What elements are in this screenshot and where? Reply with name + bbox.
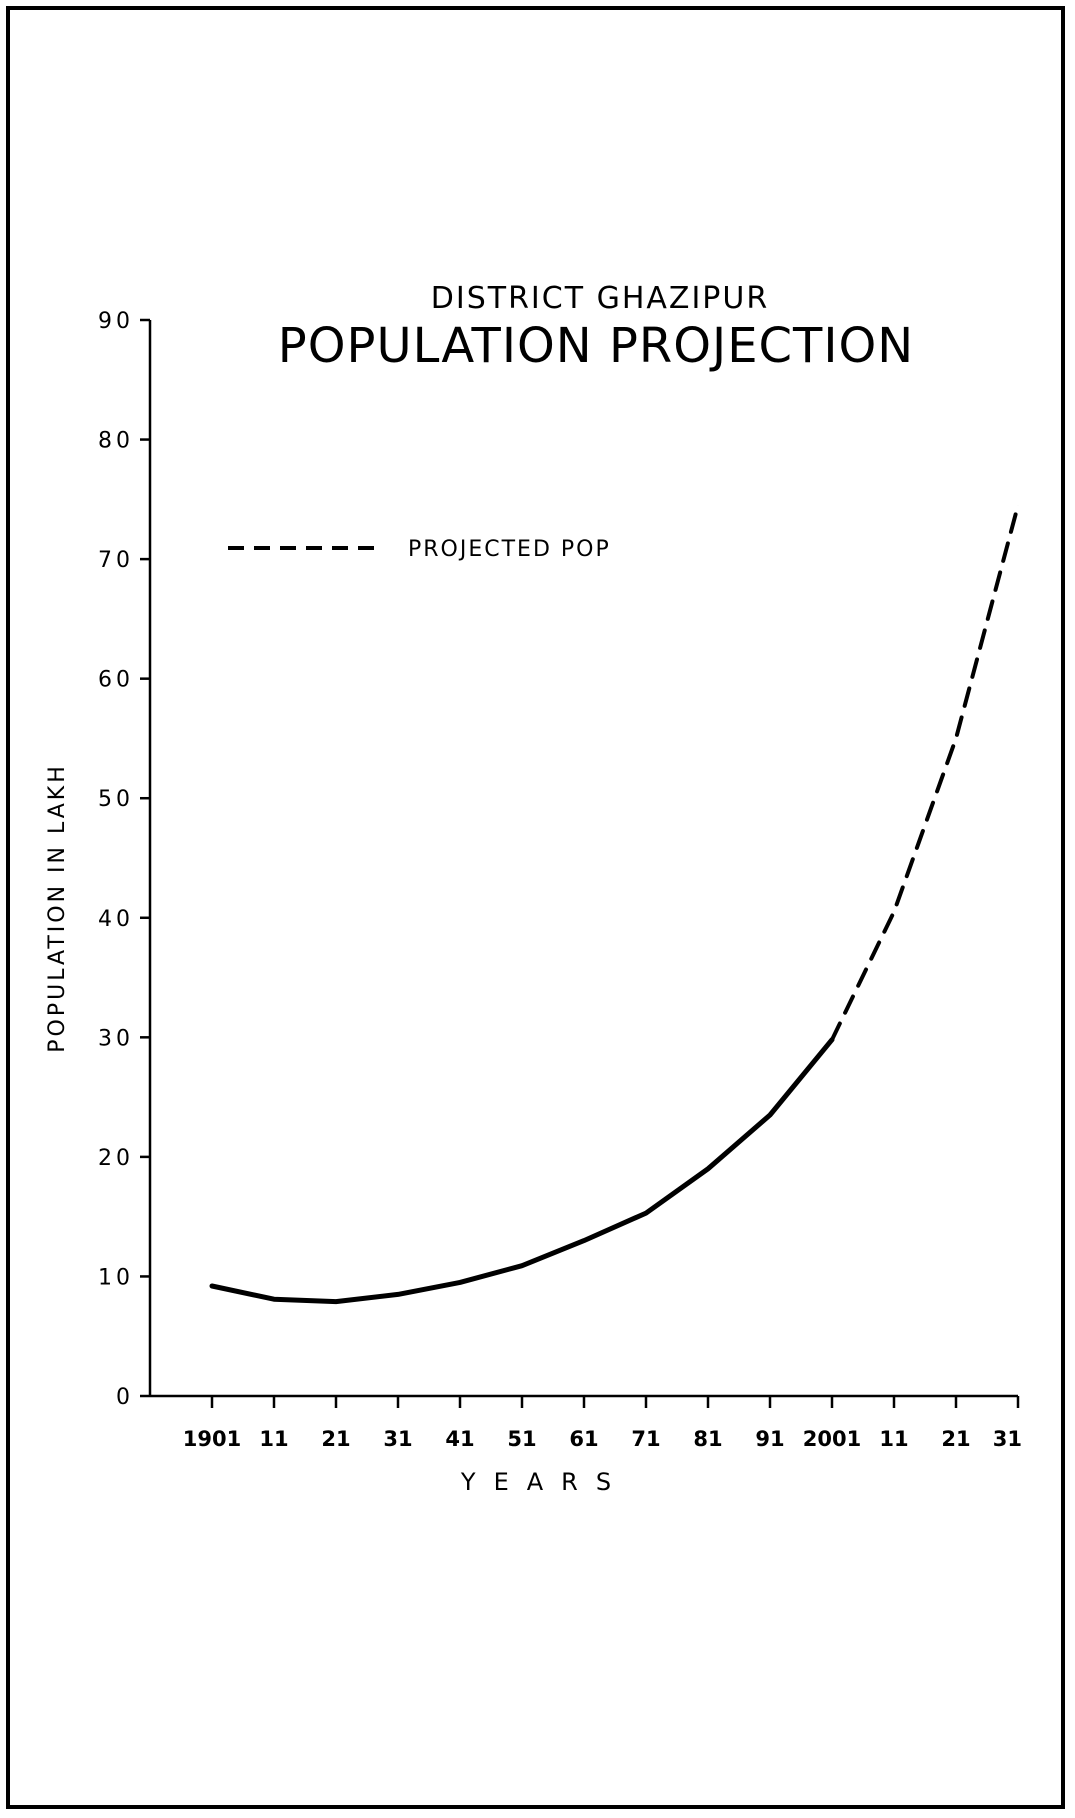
x-tick-label: 2001 (803, 1427, 861, 1451)
actual-population-line (209, 1037, 835, 1305)
x-tick-label: 71 (631, 1427, 660, 1451)
y-tick-label: 10 (98, 1265, 134, 1290)
y-tick-label: 90 (98, 309, 134, 334)
x-tick-label: 21 (941, 1427, 970, 1451)
x-tick-label: 1901 (183, 1427, 241, 1451)
y-tick-label: 80 (98, 429, 134, 454)
axes (148, 320, 1018, 1398)
y-tick-label: 30 (98, 1026, 134, 1051)
x-axis-label: YEARS (460, 1468, 629, 1496)
y-tick-label: 60 (98, 668, 134, 693)
chart-subtitle: DISTRICT GHAZIPUR (431, 281, 769, 316)
y-axis-label: POPULATION IN LAKH (45, 763, 70, 1052)
y-tick-label: 40 (98, 907, 134, 932)
chart-frame (6, 6, 1065, 1809)
x-tick-label: 11 (879, 1427, 908, 1451)
y-ticks: 0 10 20 30 40 50 60 70 80 90 (98, 309, 150, 1410)
y-tick-label: 70 (98, 548, 134, 573)
x-tick-label: 41 (445, 1427, 474, 1451)
x-tick-label: 91 (755, 1427, 784, 1451)
x-tick-label: 11 (259, 1427, 288, 1451)
chart-title: POPULATION PROJECTION (278, 318, 914, 374)
x-tick-label: 31 (383, 1427, 412, 1451)
x-tick-label: 81 (693, 1427, 722, 1451)
series-lines (209, 503, 1020, 1305)
y-tick-label: 0 (116, 1385, 134, 1410)
legend: PROJECTED POP (228, 537, 611, 562)
x-tick-label: 51 (507, 1427, 536, 1451)
y-tick-label: 20 (98, 1146, 134, 1171)
x-tick-label: 61 (569, 1427, 598, 1451)
legend-label: PROJECTED POP (408, 537, 611, 562)
projected-population-line (830, 503, 1020, 1042)
y-tick-label: 50 (98, 787, 134, 812)
x-tick-label: 21 (321, 1427, 350, 1451)
x-ticks: 1901 11 21 31 41 51 61 71 81 91 2001 11 21 31 (183, 1396, 1022, 1451)
x-tick-label: 31 (993, 1427, 1022, 1451)
